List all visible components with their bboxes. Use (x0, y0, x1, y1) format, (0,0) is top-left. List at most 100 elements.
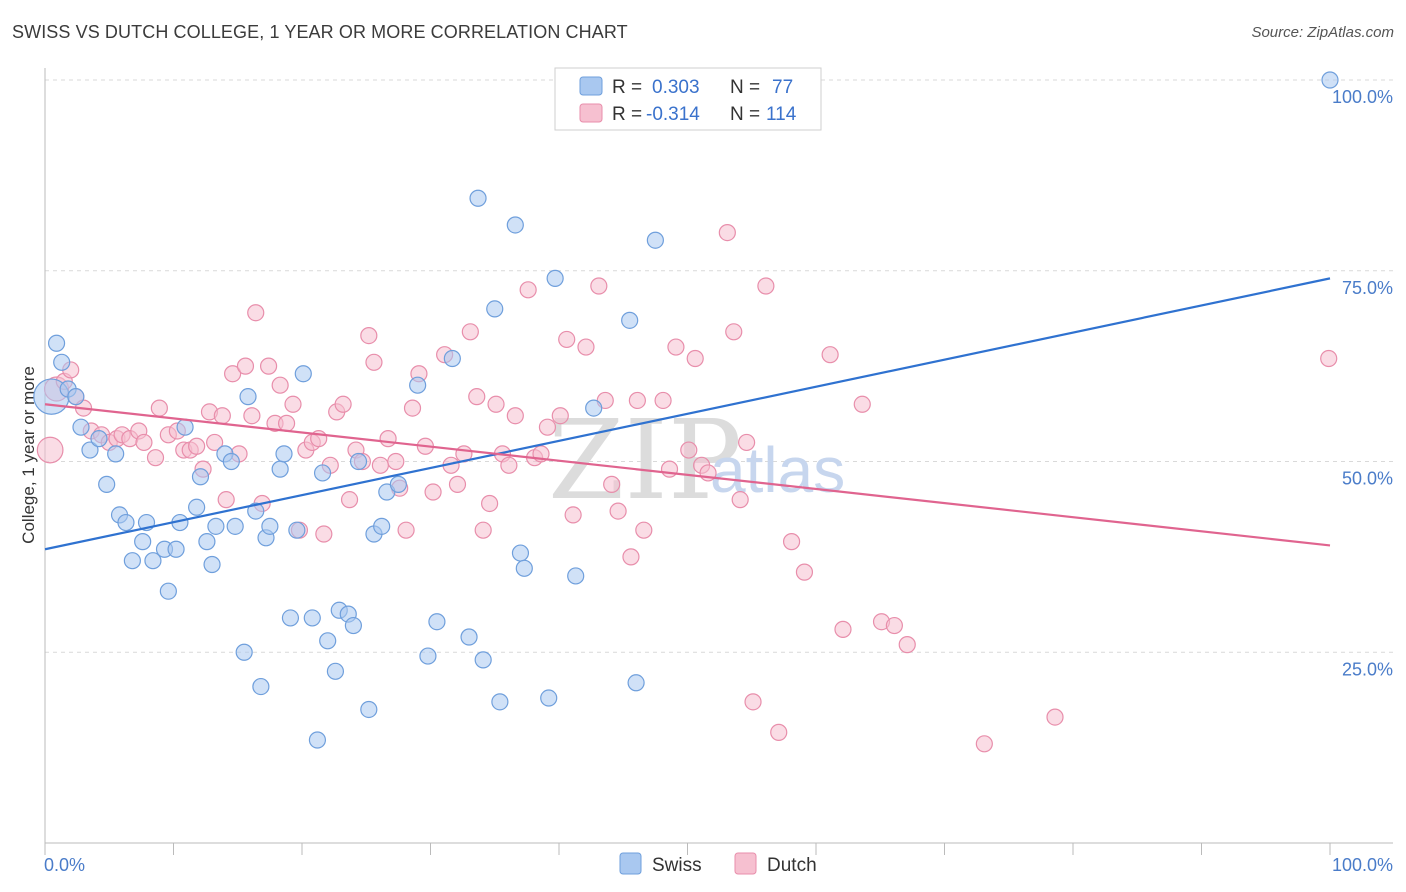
bottom-legend-label-dutch: Dutch (767, 855, 817, 876)
swiss-point-30 (239, 388, 257, 406)
swiss-point-15 (144, 552, 162, 570)
swiss-point-29 (235, 643, 253, 661)
dutch-point-52 (387, 452, 405, 471)
y-tick-label-25: 25.0% (1342, 659, 1393, 679)
swiss-point-69 (585, 399, 603, 417)
dutch-point-102 (821, 346, 839, 364)
dutch-point-15 (150, 399, 168, 417)
dutch-point-108 (975, 735, 993, 753)
dutch-point-75 (551, 407, 569, 425)
dutch-trend-line (44, 403, 1331, 547)
swiss-point-32 (252, 677, 270, 696)
swiss-point-43 (319, 632, 337, 650)
dutch-point-64 (468, 388, 486, 406)
swiss-point-64 (511, 544, 530, 562)
dutch-point-58 (424, 483, 442, 501)
dutch-point-78 (577, 338, 595, 356)
dutch-point-88 (667, 338, 685, 356)
dutch-point-29 (243, 407, 261, 425)
dutch-point-35 (277, 414, 296, 432)
bottom-legend-swatch-dutch (734, 852, 757, 875)
swiss-point-55 (419, 647, 437, 665)
dutch-point-70 (506, 407, 524, 425)
legend-swatch-swiss (579, 76, 603, 96)
dutch-point-86 (654, 391, 672, 410)
dutch-point-50 (371, 456, 389, 474)
dutch-point-98 (757, 277, 775, 295)
swiss-point-54 (409, 376, 427, 394)
legend-swatch-dutch (579, 103, 603, 123)
dutch-point-90 (686, 349, 704, 368)
dutch-point-77 (564, 506, 582, 524)
dutch-point-109 (1046, 708, 1064, 726)
swiss-point-17 (159, 582, 177, 600)
dutch-point-49 (365, 353, 383, 371)
swiss-point-60 (474, 651, 492, 669)
chart-title: SWISS VS DUTCH COLLEGE, 1 YEAR OR MORE C… (12, 22, 628, 42)
swiss-point-31 (247, 502, 265, 520)
legend-n-label-dutch: N = (730, 104, 760, 125)
dutch-point-101 (795, 563, 814, 581)
swiss-point-70 (621, 311, 639, 329)
legend-n-label-swiss: N = (730, 77, 760, 98)
swiss-point-20 (176, 418, 194, 436)
dutch-point-32 (259, 357, 278, 375)
dutch-point-28 (236, 357, 255, 375)
dutch-point-51 (379, 430, 397, 448)
legend-n-value-dutch: 114 (766, 104, 797, 125)
swiss-point-7 (90, 430, 108, 448)
watermark-atlas: atlas (710, 434, 845, 506)
dutch-point-87 (660, 460, 679, 478)
swiss-point-53 (389, 475, 407, 493)
dutch-point-99 (770, 723, 788, 741)
dutch-point-20 (188, 437, 206, 455)
y-tick-label-100: 100.0% (1332, 87, 1393, 107)
x-tick-label-right: 100.0% (1332, 855, 1393, 875)
x-tick-label-left: 0.0% (44, 855, 85, 875)
dutch-point-69 (500, 456, 518, 474)
dutch-point-104 (853, 395, 871, 413)
dutch-point-83 (622, 548, 640, 566)
swiss-point-44 (326, 662, 345, 680)
dutch-point-74 (538, 418, 557, 436)
gridlines (45, 79, 1393, 653)
swiss-point-28 (226, 517, 244, 535)
swiss-point-27 (222, 452, 240, 471)
swiss-point-68 (567, 567, 585, 585)
swiss-point-34 (261, 517, 279, 535)
dutch-point-14 (146, 449, 165, 467)
swiss-point-61 (486, 300, 504, 318)
swiss-point-5 (72, 418, 90, 436)
watermark: ZIP atlas (548, 396, 845, 524)
swiss-point-38 (288, 521, 306, 539)
dutch-point-71 (519, 281, 537, 299)
dutch-point-106 (885, 616, 903, 635)
dutch-point-45 (340, 491, 359, 509)
swiss-point-18 (167, 540, 185, 558)
swiss-point-62 (491, 693, 509, 711)
swiss-point-71 (627, 674, 645, 692)
swiss-point-36 (275, 445, 293, 463)
legend-r-value-swiss: 0.303 (652, 77, 700, 98)
swiss-point-37 (281, 609, 300, 627)
dutch-point-41 (315, 525, 333, 543)
swiss-point-13 (134, 533, 152, 551)
swiss-trend-line (44, 277, 1331, 551)
dutch-point-26 (224, 365, 242, 383)
swiss-point-73 (1321, 71, 1339, 89)
swiss-point-42 (313, 464, 332, 482)
legend-r-value-dutch: -0.314 (646, 104, 700, 125)
dutch-point-79 (590, 277, 608, 295)
dutch-point-97 (744, 693, 762, 711)
swiss-point-59 (469, 189, 487, 207)
swiss-point-24 (203, 555, 221, 574)
dutch-point-82 (609, 502, 627, 520)
dutch-point-96 (738, 433, 756, 452)
swiss-point-41 (308, 731, 327, 749)
bottom-legend-swatch-swiss (619, 852, 642, 875)
swiss-point-66 (540, 689, 558, 707)
dutch-point-36 (284, 395, 302, 413)
swiss-point-67 (546, 269, 564, 287)
legend-r-label-dutch: R = (612, 104, 642, 125)
